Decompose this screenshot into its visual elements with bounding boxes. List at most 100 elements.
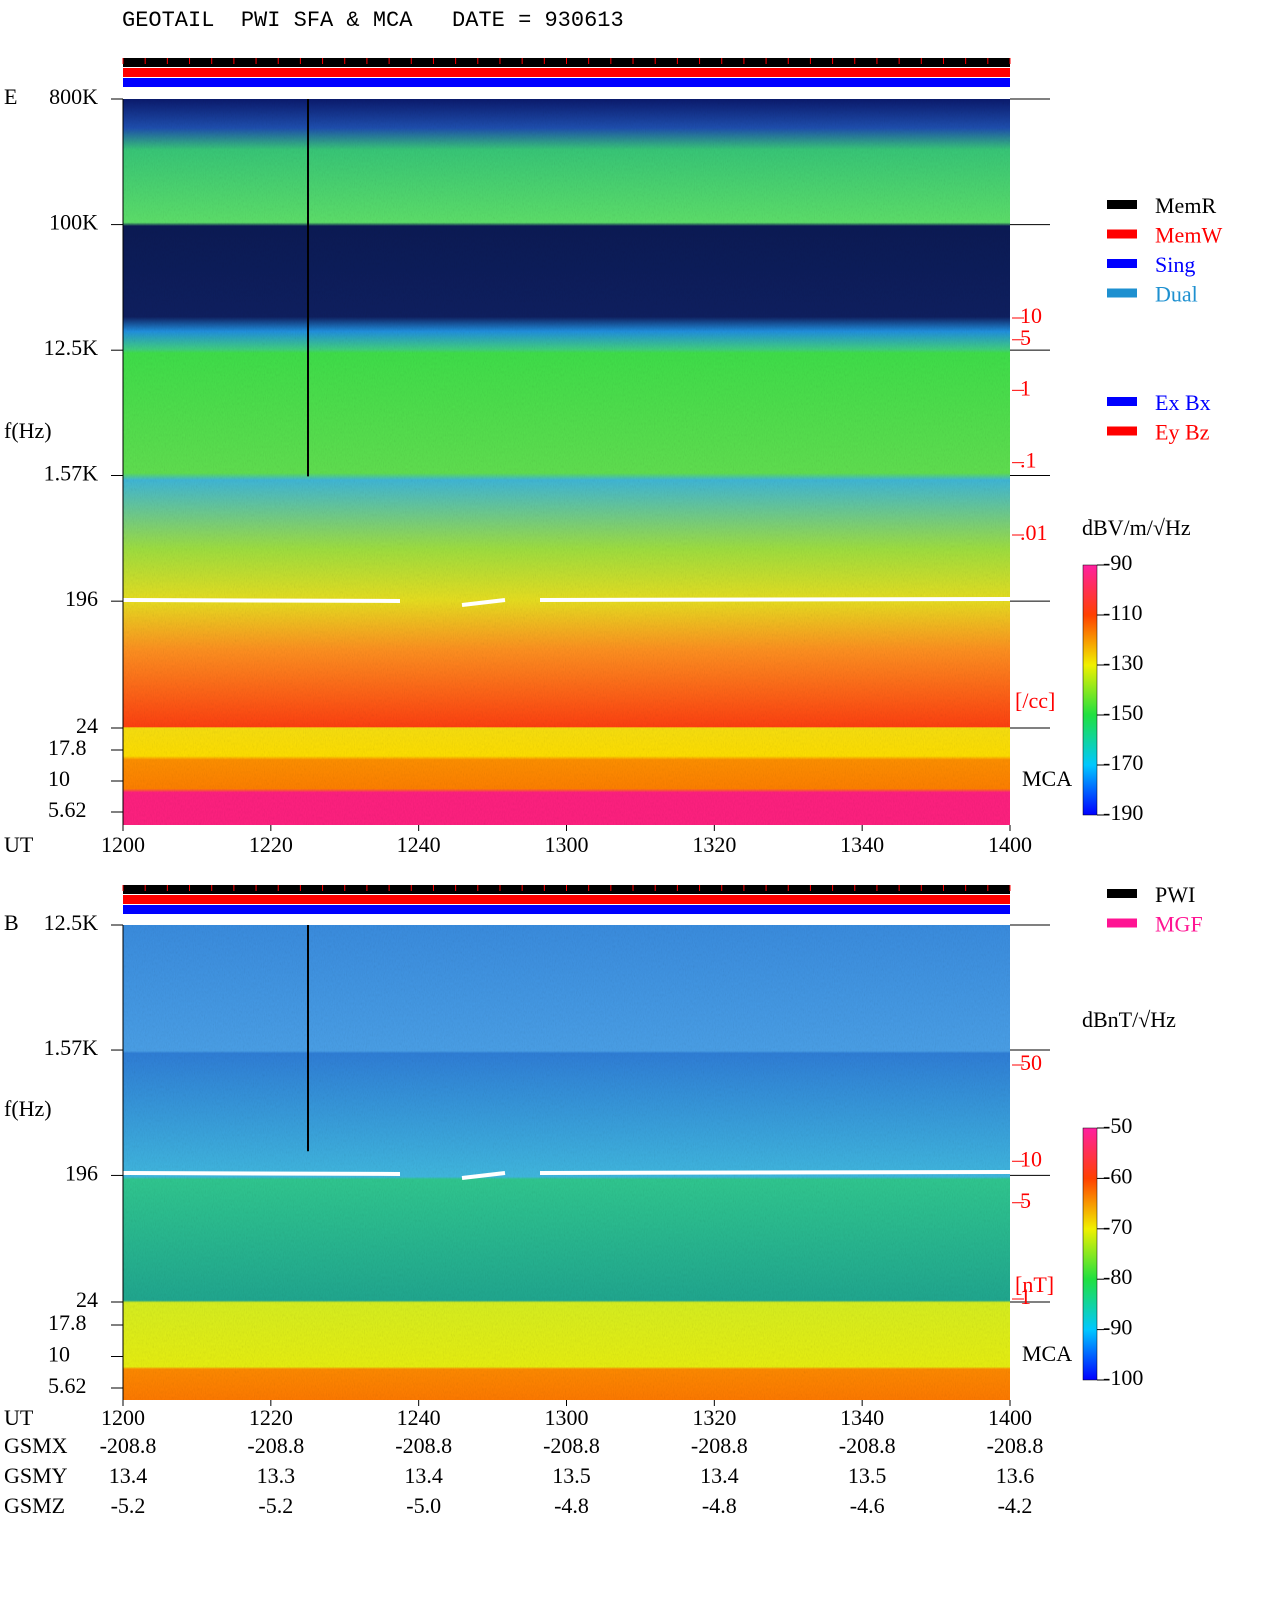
mca-label: MCA [1022,766,1072,791]
y-tick-label: 196 [65,586,98,611]
cyclotron-line [122,1170,1011,1180]
colorbar-tick-label: -150 [1103,700,1143,725]
y-tick-label: 24 [76,713,98,738]
legend-swatch [1107,889,1137,898]
density-tick-label: 1 [1020,1284,1031,1309]
ephemeris-value: -208.8 [839,1433,896,1458]
legend-label: Dual [1155,282,1198,307]
ephemeris-value: -208.8 [987,1433,1044,1458]
ephemeris-value: 13.4 [404,1463,443,1488]
legend-swatch [1107,229,1137,239]
legend-swatch [1107,259,1137,268]
y-axis-label: f(Hz) [4,1096,52,1121]
colorbar-tick-label: -130 [1103,650,1143,675]
x-tick-label: 1240 [397,1405,441,1430]
x-tick-label: 1240 [397,832,441,857]
status-bar [123,895,1010,904]
title: GEOTAIL PWI SFA & MCA DATE = 930613 [122,8,624,33]
legend-label: MemR [1155,193,1216,218]
density-tick-label: 50 [1020,1050,1042,1075]
y-tick-label: 100K [49,210,98,235]
x-tick-label: 1340 [840,832,884,857]
colorbar-tick-label: -70 [1103,1214,1132,1239]
ephemeris-value: -208.8 [247,1433,304,1458]
y-tick-label: 800K [49,84,98,109]
ephemeris-value: -5.2 [111,1493,146,1518]
x-tick-label: 1400 [988,832,1032,857]
panel-label: E [4,84,17,109]
legend-swatch [1107,426,1137,436]
status-bar [123,68,1010,77]
colorbar-tick-label: -110 [1103,600,1143,625]
mca-tick-label: 5.62 [48,1373,87,1398]
legend-label: MGF [1155,912,1203,937]
legend-label: Ey Bz [1155,420,1210,445]
panel-label: B [4,910,19,935]
x-tick-label: 1340 [840,1405,884,1430]
status-bar [123,905,1010,914]
colorbar [1082,1127,1098,1381]
y-tick-label: 1.57K [44,461,99,486]
y-tick-label: 12.5K [44,910,99,935]
spectrogram-texture [123,925,1010,1400]
colorbar-tick-label: -60 [1103,1163,1132,1188]
colorbar-tick-label: -190 [1103,800,1143,825]
mca-tick-label: 17.8 [48,735,87,760]
x-tick-label: 1200 [101,832,145,857]
x-tick-label: 1300 [545,1405,589,1430]
ephemeris-value: -208.8 [543,1433,600,1458]
ephemeris-label: GSMX [4,1433,68,1458]
density-tick-label: .01 [1020,520,1048,545]
x-tick-label: 1300 [545,832,589,857]
ephemeris-value: -4.8 [554,1493,589,1518]
ephemeris-value: 13.5 [552,1463,591,1488]
x-tick-label: 1220 [249,1405,293,1430]
ephemeris-value: -208.8 [395,1433,452,1458]
ephemeris-value: -208.8 [100,1433,157,1458]
x-tick-label: 1220 [249,832,293,857]
ephemeris-value: 13.4 [700,1463,739,1488]
density-tick-label: 10 [1020,303,1042,328]
legend-swatch [1107,288,1137,298]
density-tick-label: 1 [1020,375,1031,400]
x-tick-label: 1200 [101,1405,145,1430]
mca-tick-label: 10 [48,766,70,791]
ephemeris-value: -4.2 [998,1493,1033,1518]
colorbar-tick-label: -100 [1103,1365,1143,1390]
spectrogram-texture [123,99,1010,825]
colorbar-tick-label: -90 [1103,1315,1132,1340]
colorbar-tick-label: -80 [1103,1264,1132,1289]
density-tick-label: 5 [1020,1188,1031,1213]
ephemeris-value: 13.3 [257,1463,296,1488]
x-tick-label: 1320 [692,1405,736,1430]
density-label: [nT] [1015,1272,1054,1297]
colorbar [1082,564,1098,816]
mca-label: MCA [1022,1341,1072,1366]
mca-tick-label: 10 [48,1342,70,1367]
x-axis-label: UT [4,832,34,857]
x-axis-label: UT [4,1405,34,1430]
legend-swatch [1107,918,1137,928]
legend-label: MemW [1155,223,1222,248]
ephemeris-label: GSMZ [4,1493,65,1518]
ephemeris-label: GSMY [4,1463,68,1488]
status-bar [123,78,1010,87]
cyclotron-line [122,597,1011,607]
density-tick-label: 5 [1020,325,1031,350]
mca-tick-label: 17.8 [48,1310,87,1335]
y-tick-label: 1.57K [44,1035,99,1060]
y-axis-label: f(Hz) [4,418,52,443]
ephemeris-value: -4.8 [702,1493,737,1518]
ephemeris-value: 13.5 [848,1463,887,1488]
legend-swatch [1107,397,1137,406]
x-tick-label: 1320 [692,832,736,857]
legend-label: Ex Bx [1155,390,1211,415]
ephemeris-value: -4.6 [850,1493,885,1518]
density-tick-label: 10 [1020,1146,1042,1171]
ephemeris-value: -5.0 [406,1493,441,1518]
legend-label: Sing [1155,252,1195,277]
colorbar-label: dBV/m/√Hz [1082,515,1191,540]
mca-tick-label: 5.62 [48,797,87,822]
